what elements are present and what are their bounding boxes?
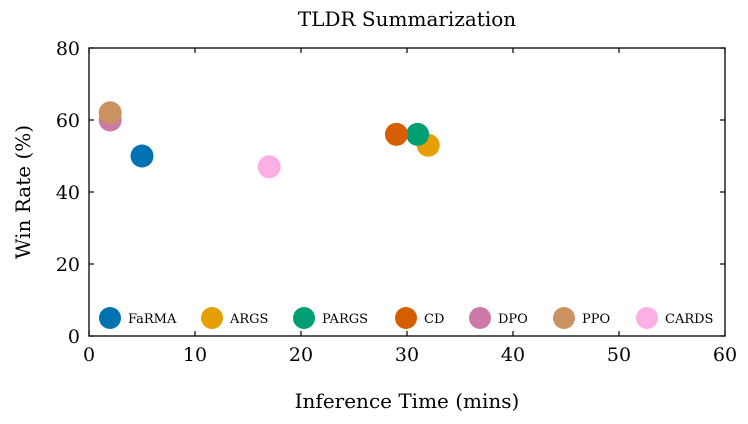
legend-marker	[293, 307, 315, 329]
legend-marker	[395, 307, 417, 329]
legend-label: ARGS	[229, 312, 268, 327]
x-tick-label: 10	[183, 344, 207, 366]
x-tick-label: 0	[83, 344, 95, 366]
plot-frame	[88, 47, 726, 337]
legend-marker	[553, 307, 575, 329]
legend-marker	[469, 307, 491, 329]
legend-marker	[201, 307, 223, 329]
x-tick-label: 50	[607, 344, 631, 366]
legend-marker	[636, 307, 658, 329]
data-point-farma	[130, 144, 154, 168]
y-tick-label: 60	[56, 110, 80, 132]
x-axis-label: Inference Time (mins)	[295, 389, 520, 413]
y-tick-label: 80	[56, 38, 80, 60]
legend-label: PARGS	[322, 312, 368, 327]
x-tick-label: 20	[289, 344, 313, 366]
y-axis-label: Win Rate (%)	[11, 125, 35, 259]
data-point-ppo	[98, 101, 122, 125]
legend-label: FaRMA	[128, 312, 177, 327]
data-point-cards	[257, 155, 281, 179]
chart-title: TLDR Summarization	[298, 7, 516, 31]
legend-marker	[99, 307, 121, 329]
legend-label: PPO	[582, 312, 610, 327]
x-tick-label: 40	[501, 344, 525, 366]
legend-label: CD	[424, 312, 444, 327]
y-tick-label: 20	[56, 254, 80, 276]
y-tick-label: 40	[56, 182, 80, 204]
legend-label: CARDS	[665, 312, 713, 327]
y-tick-label: 0	[68, 326, 80, 348]
data-point-cd	[384, 122, 408, 146]
x-tick-label: 30	[395, 344, 419, 366]
x-tick-label: 60	[713, 344, 737, 366]
data-point-pargs	[406, 122, 430, 146]
legend-label: DPO	[498, 312, 528, 327]
